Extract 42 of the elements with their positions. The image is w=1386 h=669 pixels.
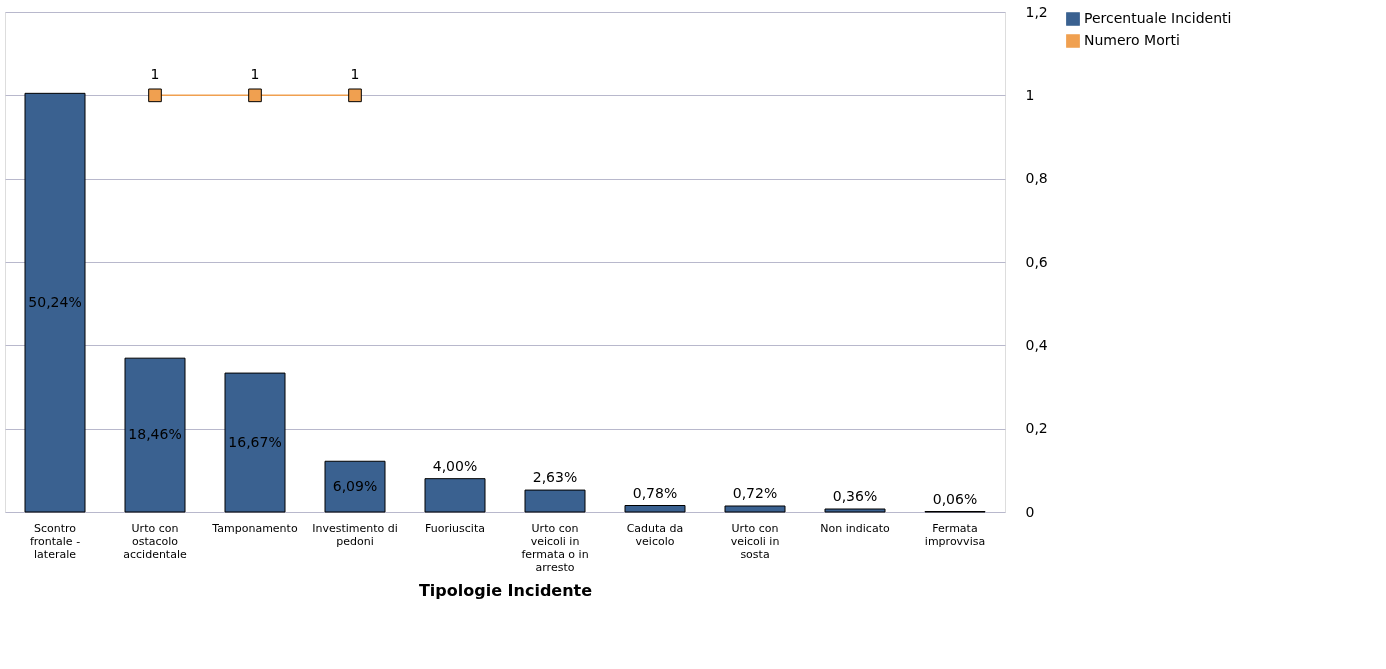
bar bbox=[324, 460, 386, 513]
data-label: 18,46% bbox=[128, 426, 182, 443]
data-label: 0,36% bbox=[832, 488, 878, 504]
x-tick-label: Urto con veicoli in fermata o in arresto bbox=[521, 521, 589, 574]
x-tick-label: Caduta da veicolo bbox=[626, 521, 684, 548]
data-label: 0,06% bbox=[932, 490, 978, 507]
data-label: 1 bbox=[150, 66, 160, 83]
x-tick-label: Scontro frontale - laterale bbox=[29, 521, 81, 561]
data-label: 1 bbox=[250, 66, 260, 83]
data-label: 6,09% bbox=[332, 477, 378, 494]
data-label: 1 bbox=[350, 66, 360, 83]
data-label: 50,24% bbox=[28, 293, 82, 310]
y-tick-label: 1,2 bbox=[1025, 3, 1048, 20]
bar bbox=[224, 372, 286, 513]
x-tick-label: Fuoriuscita bbox=[425, 521, 485, 535]
bar bbox=[624, 505, 686, 513]
legend-label: Percentuale Incidenti bbox=[1084, 10, 1232, 26]
data-label: 2,63% bbox=[532, 469, 578, 486]
x-tick-label: Non indicato bbox=[820, 521, 890, 535]
y-tick-label: 0,4 bbox=[1025, 336, 1048, 353]
x-tick-label: Fermata improvvisa bbox=[924, 521, 986, 548]
bar bbox=[124, 357, 186, 513]
bar bbox=[824, 508, 886, 513]
x-tick-label: Investimento di pedoni bbox=[312, 521, 398, 548]
bar bbox=[24, 92, 86, 513]
y-tick-label: 0,2 bbox=[1025, 420, 1048, 437]
data-label: 16,67% bbox=[228, 433, 282, 450]
x-axis-title: Tipologie Incidente bbox=[418, 580, 593, 600]
data-label: 0,78% bbox=[632, 484, 678, 501]
x-tick-label: Tamponamento bbox=[211, 521, 298, 535]
y-tick-label: 0,6 bbox=[1025, 253, 1048, 270]
y-tick-label: 0,8 bbox=[1025, 170, 1048, 187]
y-tick-label: 0 bbox=[1025, 503, 1035, 520]
y-tick-label: 1 bbox=[1025, 86, 1035, 103]
bar bbox=[424, 478, 486, 513]
data-label: 0,72% bbox=[732, 485, 778, 501]
x-tick-label: Urto con ostacolo accidentale bbox=[123, 521, 187, 561]
bar bbox=[724, 505, 786, 513]
legend-label: Numero Morti bbox=[1084, 32, 1180, 48]
bar bbox=[524, 489, 586, 513]
x-tick-label: Urto con veicoli in sosta bbox=[730, 521, 780, 561]
data-label: 4,00% bbox=[432, 457, 478, 474]
